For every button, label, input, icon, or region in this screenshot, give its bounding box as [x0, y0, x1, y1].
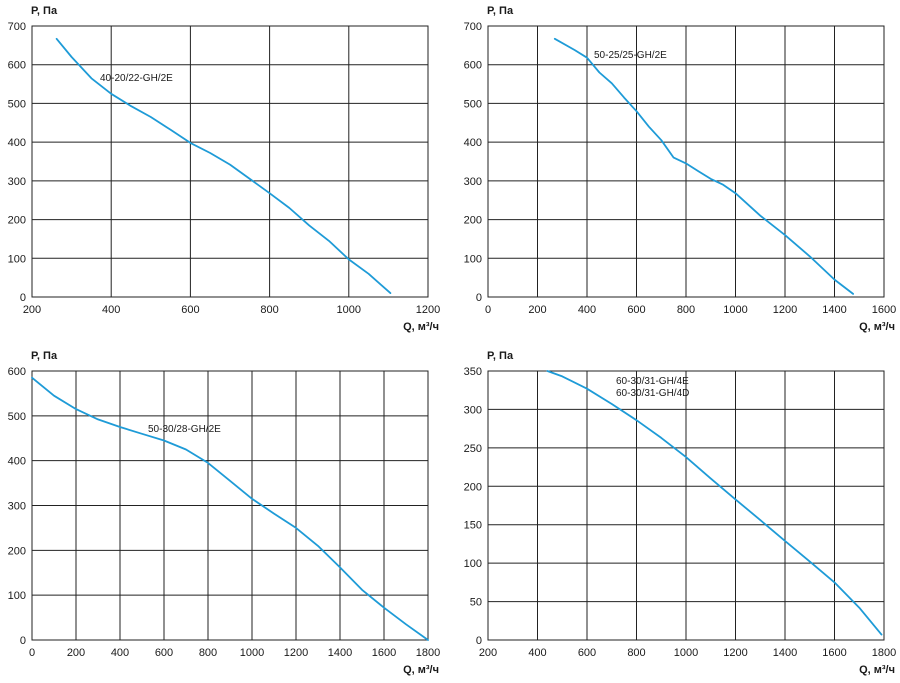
x-tick-label: 600: [181, 304, 199, 316]
x-tick-label: 800: [677, 304, 695, 316]
x-tick-label: 1600: [822, 647, 846, 659]
x-tick-label: 1200: [773, 304, 797, 316]
y-tick-label: 600: [8, 366, 26, 378]
y-tick-label: 600: [8, 60, 26, 72]
x-tick-label: 800: [260, 304, 278, 316]
y-tick-label: 300: [464, 404, 482, 416]
y-tick-label: 50: [470, 597, 482, 609]
y-tick-label: 700: [464, 21, 482, 33]
y-tick-label: 400: [8, 137, 26, 149]
chart-60-30-31: 200 400 600 800 1000 1200 1400 1600 1800 0 50 100 15…: [464, 350, 897, 676]
plot-frame: [31, 25, 429, 298]
x-tick-label: 1200: [416, 304, 440, 316]
x-tick-label: 1000: [337, 304, 361, 316]
y-tick-label: 100: [8, 590, 26, 602]
x-tick-label: 1600: [872, 304, 896, 316]
y-tick-label: 200: [8, 545, 26, 557]
x-axis-title: Q, м³/ч: [859, 321, 895, 333]
x-tick-label: 1000: [723, 304, 747, 316]
y-tick-label: 200: [464, 215, 482, 227]
x-tick-label: 1800: [416, 647, 440, 659]
series-label: 60-30/31-GH/4E: [616, 376, 689, 387]
x-tick-label: 400: [528, 647, 546, 659]
plot-frame: [487, 25, 885, 298]
series-curve: [553, 37, 854, 295]
x-tick-label: 0: [29, 647, 35, 659]
plot-frame: [31, 370, 429, 641]
series-label: 40-20/22-GH/2E: [100, 73, 173, 84]
y-tick-label: 0: [20, 292, 26, 304]
y-tick-label: 300: [464, 176, 482, 188]
series-label-secondary: 60-30/31-GH/4D: [616, 388, 689, 399]
y-tick-label: 200: [8, 215, 26, 227]
y-tick-label: 0: [476, 635, 482, 647]
x-tick-label: 800: [199, 647, 217, 659]
y-tick-label: 0: [20, 635, 26, 647]
x-tick-label: 600: [627, 304, 645, 316]
y-axis-title: P, Па: [31, 5, 58, 17]
x-tick-label: 1400: [328, 647, 352, 659]
y-tick-label: 400: [8, 456, 26, 468]
x-tick-label: 1000: [240, 647, 264, 659]
x-tick-label: 400: [578, 304, 596, 316]
y-tick-label: 500: [464, 98, 482, 110]
series-label: 50-25/25-GH/2E: [594, 50, 667, 61]
y-tick-label: 0: [476, 292, 482, 304]
x-tick-label: 1600: [372, 647, 396, 659]
x-tick-label: 600: [578, 647, 596, 659]
x-tick-label: 200: [23, 304, 41, 316]
x-tick-label: 400: [102, 304, 120, 316]
series-curve: [31, 376, 429, 641]
x-tick-label: 0: [485, 304, 491, 316]
x-axis-title: Q, м³/ч: [403, 321, 439, 333]
x-tick-label: 1400: [773, 647, 797, 659]
y-tick-label: 200: [464, 481, 482, 493]
y-axis-title: P, Па: [31, 350, 58, 362]
x-tick-label: 200: [67, 647, 85, 659]
chart-50-30-28: 0 200 400 600 800 1000 1200 1400 1600 1800 0 100 200…: [8, 350, 441, 676]
y-tick-label: 100: [464, 558, 482, 570]
y-tick-label: 500: [8, 98, 26, 110]
plot-frame: [487, 370, 885, 641]
series-curve: [55, 37, 392, 295]
x-tick-label: 800: [627, 647, 645, 659]
chart-40-20-22: 200 400 600 800 1000 1200 0 100 200 300 400 500 600 7…: [8, 5, 441, 333]
y-tick-label: 100: [464, 253, 482, 265]
y-tick-label: 700: [8, 21, 26, 33]
y-tick-label: 500: [8, 411, 26, 423]
y-tick-label: 350: [464, 366, 482, 378]
y-tick-label: 250: [464, 443, 482, 455]
y-axis-title: P, Па: [487, 5, 514, 17]
y-tick-label: 150: [464, 520, 482, 532]
x-tick-label: 200: [528, 304, 546, 316]
series-curve: [546, 370, 883, 636]
series-label: 50-30/28-GH/2E: [148, 424, 221, 435]
y-axis-title: P, Па: [487, 350, 514, 362]
x-tick-label: 1200: [723, 647, 747, 659]
y-tick-label: 300: [8, 176, 26, 188]
x-tick-label: 1400: [822, 304, 846, 316]
x-tick-label: 200: [479, 647, 497, 659]
x-tick-label: 1800: [872, 647, 896, 659]
y-tick-label: 600: [464, 60, 482, 72]
y-tick-label: 300: [8, 501, 26, 513]
y-tick-label: 400: [464, 137, 482, 149]
x-tick-label: 1200: [284, 647, 308, 659]
x-axis-title: Q, м³/ч: [859, 664, 895, 676]
chart-50-25-25: 0 200 400 600 800 1000 1200 1400 1600 0 100 200 300 4…: [464, 5, 897, 333]
x-tick-label: 400: [111, 647, 129, 659]
x-axis-title: Q, м³/ч: [403, 664, 439, 676]
x-tick-label: 1000: [674, 647, 698, 659]
y-tick-label: 100: [8, 253, 26, 265]
x-tick-label: 600: [155, 647, 173, 659]
